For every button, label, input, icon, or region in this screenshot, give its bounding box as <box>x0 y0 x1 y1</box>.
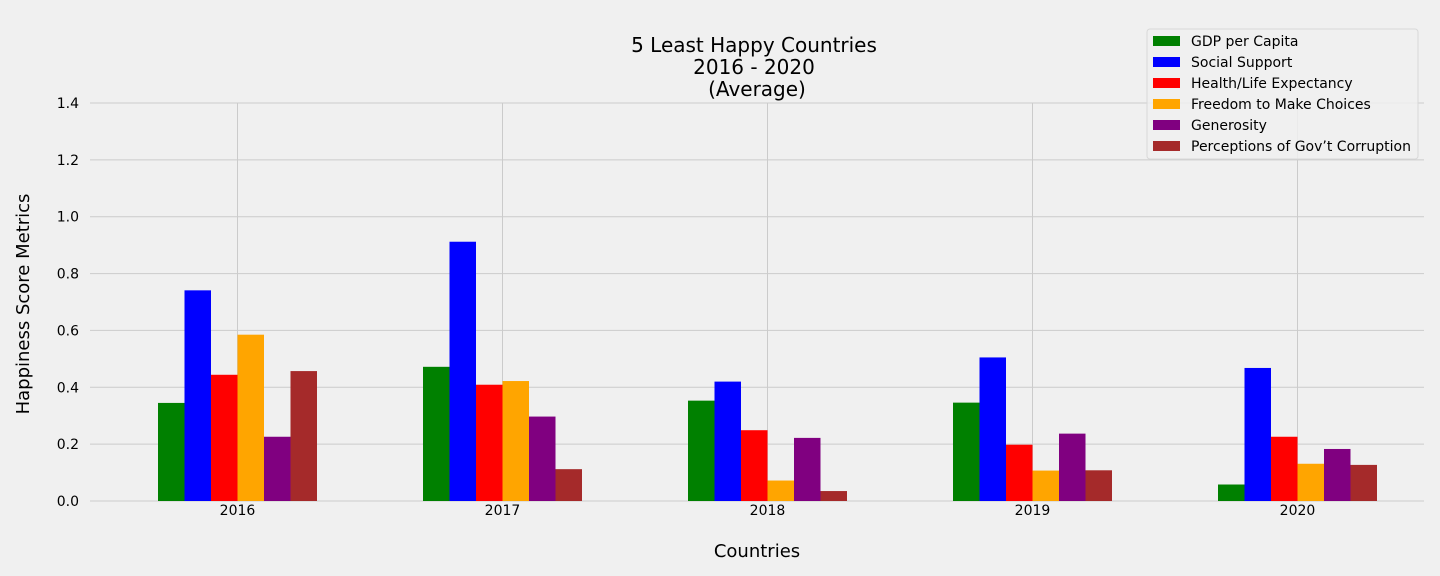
bars <box>158 241 1377 501</box>
y-tick-label: 0.8 <box>57 267 79 283</box>
bar <box>953 402 980 501</box>
bar <box>741 430 768 501</box>
bar <box>211 374 238 501</box>
y-axis-label: Happiness Score Metrics <box>13 194 34 415</box>
tick-labels: 0.0 0.2 0.4 0.6 0.8 1.0 1.2 1.4 2016 2017 2018 2019… <box>57 96 1316 519</box>
bar <box>1218 484 1245 501</box>
bar <box>184 290 211 501</box>
bar <box>688 400 715 501</box>
bar <box>1244 367 1271 501</box>
legend-label: Generosity <box>1191 118 1267 134</box>
bar <box>1085 470 1112 501</box>
bar <box>237 334 264 501</box>
bar <box>1297 463 1324 501</box>
legend-swatch <box>1153 99 1180 109</box>
x-tick-label: 2016 <box>220 503 256 519</box>
bar <box>1350 464 1377 501</box>
chart-title-line-2: 2016 - 2020 <box>693 55 815 79</box>
y-tick-label: 0.2 <box>57 437 79 453</box>
legend-label: Health/Life Expectancy <box>1191 76 1353 92</box>
bar <box>449 241 476 501</box>
chart-title-line-3: (Average) <box>708 77 806 101</box>
bar <box>1032 470 1059 501</box>
y-tick-label: 1.2 <box>57 153 79 169</box>
bar <box>1271 436 1298 501</box>
bar <box>979 357 1006 501</box>
y-tick-label: 1.0 <box>57 210 79 226</box>
y-tick-label: 0.0 <box>57 494 79 510</box>
legend-swatch <box>1153 141 1180 151</box>
bar <box>529 416 556 501</box>
bar <box>1006 444 1033 501</box>
bar <box>290 371 317 501</box>
y-tick-label: 0.6 <box>57 323 79 339</box>
y-tick-label: 0.4 <box>57 380 79 396</box>
bar <box>476 384 503 501</box>
bar <box>158 402 185 501</box>
legend-swatch <box>1153 78 1180 88</box>
legend-label: GDP per Capita <box>1191 34 1298 50</box>
x-axis-label: Countries <box>714 541 800 562</box>
x-tick-label: 2018 <box>750 503 786 519</box>
legend-label: Social Support <box>1191 55 1293 71</box>
bar <box>423 366 450 501</box>
x-tick-label: 2019 <box>1015 503 1051 519</box>
bar <box>1059 433 1086 501</box>
bar <box>794 437 821 501</box>
legend-swatch <box>1153 120 1180 130</box>
bar <box>555 469 582 501</box>
legend-label: Freedom to Make Choices <box>1191 97 1371 113</box>
y-tick-label: 1.4 <box>57 96 79 112</box>
bar <box>767 480 794 501</box>
bar <box>502 381 529 501</box>
bar <box>1324 448 1351 501</box>
bar <box>820 491 847 501</box>
bar <box>264 436 291 501</box>
legend-frame <box>1146 28 1419 160</box>
legend: GDP per Capita Social Support Health/Life … <box>1146 28 1419 160</box>
x-tick-label: 2017 <box>485 503 521 519</box>
legend-swatch <box>1153 57 1180 67</box>
x-tick-label: 2020 <box>1280 503 1316 519</box>
bar <box>714 381 741 501</box>
legend-label: Perceptions of Gov’t Corruption <box>1191 139 1411 155</box>
chart-title-line-1: 5 Least Happy Countries <box>631 33 877 57</box>
legend-swatch <box>1153 36 1180 46</box>
